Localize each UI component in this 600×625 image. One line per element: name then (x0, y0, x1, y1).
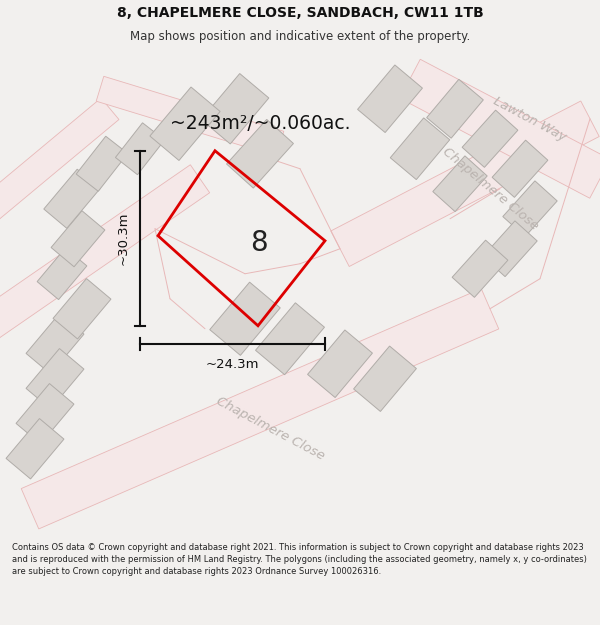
Text: Map shows position and indicative extent of the property.: Map shows position and indicative extent… (130, 30, 470, 43)
Polygon shape (503, 181, 557, 237)
Polygon shape (16, 384, 74, 444)
Polygon shape (210, 282, 280, 356)
Polygon shape (44, 169, 100, 228)
Text: ~243m²/~0.060ac.: ~243m²/~0.060ac. (170, 114, 350, 133)
Polygon shape (331, 101, 599, 266)
Polygon shape (150, 87, 220, 161)
Polygon shape (53, 279, 111, 339)
Polygon shape (51, 211, 105, 267)
Text: 8, CHAPELMERE CLOSE, SANDBACH, CW11 1TB: 8, CHAPELMERE CLOSE, SANDBACH, CW11 1TB (116, 6, 484, 20)
Text: 8: 8 (250, 229, 268, 258)
Polygon shape (358, 65, 422, 132)
Polygon shape (201, 74, 269, 144)
Polygon shape (96, 76, 284, 156)
Polygon shape (483, 221, 537, 277)
Polygon shape (353, 346, 416, 411)
Polygon shape (452, 240, 508, 298)
Text: ~30.3m: ~30.3m (117, 211, 130, 265)
Polygon shape (0, 98, 119, 219)
Polygon shape (390, 118, 450, 179)
Polygon shape (308, 330, 373, 398)
Polygon shape (37, 248, 87, 299)
Polygon shape (26, 349, 84, 409)
Text: Chapelmere Close: Chapelmere Close (440, 145, 541, 232)
Text: Contains OS data © Crown copyright and database right 2021. This information is : Contains OS data © Crown copyright and d… (12, 543, 587, 576)
Polygon shape (115, 122, 164, 175)
Polygon shape (462, 110, 518, 168)
Polygon shape (492, 140, 548, 198)
Polygon shape (433, 156, 487, 212)
Text: Lawton Way: Lawton Way (491, 94, 569, 144)
Polygon shape (0, 165, 209, 338)
Polygon shape (256, 302, 325, 375)
Text: ~24.3m: ~24.3m (206, 357, 259, 371)
Polygon shape (21, 289, 499, 529)
Polygon shape (26, 314, 84, 374)
Text: Chapelmere Close: Chapelmere Close (214, 394, 326, 463)
Polygon shape (227, 119, 293, 188)
Polygon shape (6, 419, 64, 479)
Polygon shape (427, 79, 484, 138)
Polygon shape (76, 136, 128, 191)
Polygon shape (400, 59, 600, 198)
